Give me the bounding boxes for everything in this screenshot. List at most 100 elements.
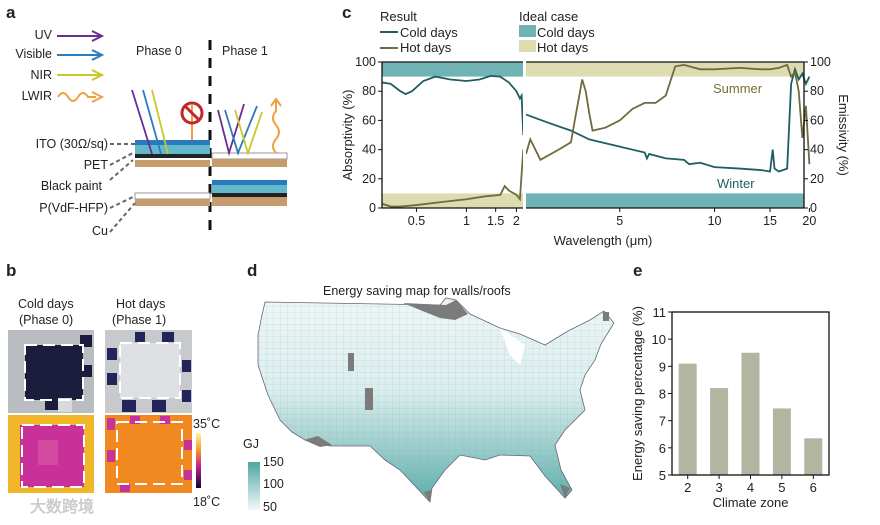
us-energy-map [248,297,615,510]
x-tick-label: 4 [747,480,754,495]
y-tick-label: 5 [659,468,666,483]
x-tick-label: 1 [463,214,470,228]
legend-ideal-hot: Hot days [537,40,589,55]
panel-label-e: e [633,261,643,280]
x-tick-label: 6 [810,480,817,495]
series-line-hot [525,63,811,165]
x-tick-label: 5 [616,214,623,228]
layer-pvdf-hfp: P(VdF-HFP) [39,201,108,215]
annotation-summer: Summer [713,81,763,96]
y-tick-label: 80 [362,84,376,98]
y-tick-label: 8 [659,387,666,402]
y-tick-label: 100 [355,55,376,69]
y-tick-label: 60 [362,113,376,127]
y-tick-label: 40 [362,143,376,157]
y-tick-label: 10 [652,332,666,347]
y-axis-label: Energy saving percentage (%) [630,306,645,481]
hot-days-label: Hot days [116,297,166,311]
panel-label-d: d [247,261,258,280]
temperature-colorbar [196,433,201,488]
gj-colorbar [248,462,260,510]
legend-uv: UV [34,28,52,42]
hot-thermal [105,415,192,493]
y2-tick-label: 100 [810,55,831,69]
gj-unit: GJ [243,437,259,451]
y-tick-label: 9 [659,359,666,374]
watermark: 大数跨境 [30,499,95,516]
y2-tick-label: 0 [810,201,817,215]
legend-ideal-hot-swatch [519,40,536,52]
bar-zone-5 [772,408,791,475]
nir-arrow-icon [57,69,105,81]
legend-result-hot: Hot days [400,40,452,55]
y-tick-label: 0 [369,201,376,215]
x-tick-label: 15 [763,214,777,228]
map-title: Energy saving map for walls/roofs [323,284,511,298]
gj-tick-50: 50 [263,500,277,514]
layer-ito: ITO (30Ω/sq) [35,137,108,151]
x-tick-label: 20 [802,214,816,228]
lwir-wave-icon [57,91,105,103]
y-tick-label: 11 [653,305,667,320]
x-tick-label: 10 [708,214,722,228]
annotation-winter: Winter [717,176,755,191]
phase1-label: Phase 1 [222,44,268,58]
blocked-emission-icon [180,101,204,125]
legend-visible: Visible [15,47,52,61]
ideal-band-cold [382,62,523,77]
panel-label-a: a [6,3,16,22]
legend-nir: NIR [30,68,52,82]
legend-ideal-cold: Cold days [537,25,595,40]
panel-label-c: c [342,3,352,22]
layer-pet: PET [83,158,108,172]
x-tick-label: 5 [778,480,785,495]
x-tick-label: 0.5 [408,214,425,228]
ideal-band-hot [526,62,804,77]
bar-zone-3 [710,388,729,475]
y2-tick-label: 40 [810,143,824,157]
uv-arrow-icon [57,30,105,42]
hot-phase-label: (Phase 1) [112,313,167,327]
panel-b-images [8,330,201,493]
axes-frame [381,61,805,209]
x-tick-label: 3 [715,480,722,495]
y-axis-label: Absorptivity (%) [340,89,355,180]
y2-axis-label: Emissivity (%) [836,94,851,176]
bar-zone-2 [678,363,697,475]
axis-break [523,59,526,211]
y2-tick-label: 20 [810,172,824,186]
series-line-hot [381,149,525,208]
x-tick-label: 2 [684,480,691,495]
layer-cu: Cu [92,224,108,238]
cold-phase-label: (Phase 0) [19,313,74,327]
bar-zone-6 [804,438,823,475]
legend-ideal-cold-swatch [519,25,536,37]
y2-tick-label: 60 [810,113,824,127]
y-tick-label: 6 [659,441,666,456]
ideal-band-cold [526,193,804,208]
layer-black-paint: Black paint [40,179,102,193]
energy-saving-bar-chart: 2 3 4 5 6 5 6 7 8 9 10 11 Climate zone Energy saving … [630,305,830,510]
x-tick-label: 2 [513,214,520,228]
phase0-label: Phase 0 [136,44,182,58]
x-axis-label: Climate zone [713,495,789,510]
legend-ideal-title: Ideal case [519,9,578,24]
series-line-cold [381,74,525,136]
legend-result-cold: Cold days [400,25,458,40]
panel-label-b: b [6,261,17,280]
y2-tick-label: 80 [810,84,824,98]
lake-michigan [500,328,525,365]
legend-result-title: Result [380,9,417,24]
series-line-cold [525,66,811,173]
y-tick-label: 7 [659,414,666,429]
legend-lwir: LWIR [21,89,52,103]
panel-a-diagram [57,30,288,238]
cold-days-label: Cold days [18,297,74,311]
bar-zone-4 [741,352,760,475]
y-tick-label: 20 [362,172,376,186]
visible-arrow-icon [57,49,105,61]
colorbar-max: 35˚C [193,417,221,431]
